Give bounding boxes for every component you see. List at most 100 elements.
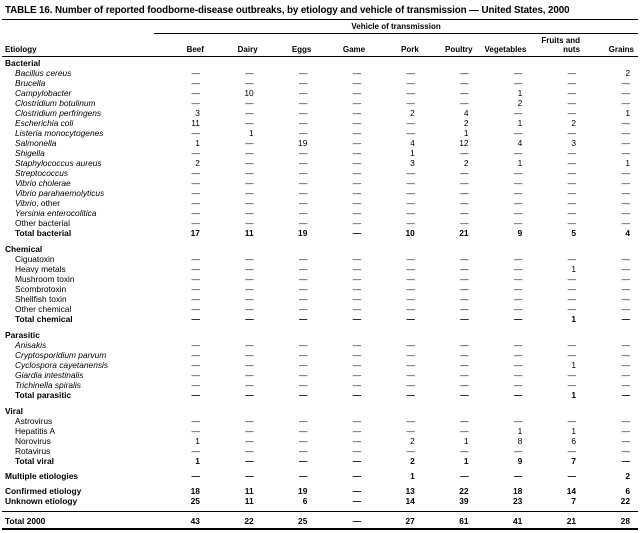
value-cell: 1 bbox=[571, 390, 577, 401]
value-cell: — bbox=[513, 148, 523, 159]
value-cell: — bbox=[621, 88, 630, 99]
value-cell: 18 bbox=[512, 486, 523, 497]
table-row: Norovirus 1 — — — 2 1 8 6 — bbox=[2, 436, 638, 446]
etiology-cell: Listeria monocytogenes bbox=[2, 128, 154, 138]
value-cell: — bbox=[621, 128, 630, 139]
etiology-label: Confirmed etiology bbox=[5, 486, 82, 497]
value-cell: — bbox=[352, 496, 362, 507]
value-cell: — bbox=[406, 128, 415, 139]
value-cell: — bbox=[191, 168, 200, 179]
value-cell: — bbox=[352, 314, 362, 325]
value-cell: — bbox=[191, 304, 200, 315]
value-cell: 25 bbox=[190, 496, 200, 507]
section-header-row: Viral bbox=[2, 405, 638, 416]
etiology-cell: Astrovirus bbox=[2, 416, 154, 426]
value-cell: — bbox=[299, 118, 308, 129]
value-cell: — bbox=[513, 340, 523, 351]
value-cell: — bbox=[567, 68, 577, 79]
etiology-label: Multiple etiologies bbox=[5, 471, 79, 482]
value-cell: — bbox=[460, 178, 469, 189]
value-cell: 10 bbox=[244, 88, 254, 99]
value-cell: — bbox=[245, 68, 254, 79]
value-cell: — bbox=[299, 264, 308, 275]
value-cell: — bbox=[406, 168, 415, 179]
value-cell: — bbox=[513, 274, 523, 285]
value-cell: — bbox=[245, 436, 254, 447]
value-cell: — bbox=[460, 264, 469, 275]
value-cell: — bbox=[513, 304, 523, 315]
value-cell: 1 bbox=[463, 128, 469, 139]
column-header: Game bbox=[315, 34, 370, 58]
table-row: Shigella — — — — 1 — — — — bbox=[2, 148, 638, 158]
value-cell: — bbox=[406, 118, 415, 129]
value-cell: 43 bbox=[154, 511, 208, 531]
column-header: Poultry bbox=[422, 34, 477, 58]
value-cell: — bbox=[460, 148, 469, 159]
value-cell: — bbox=[406, 340, 415, 351]
etiology-cell: Rotavirus bbox=[2, 446, 154, 456]
etiology-cell: Vibrio cholerae bbox=[2, 178, 154, 188]
vehicle-of-transmission-header: Vehicle of transmission bbox=[154, 20, 638, 34]
value-cell: 3 bbox=[195, 108, 200, 119]
value-cell: 21 bbox=[459, 228, 469, 239]
value-cell: — bbox=[191, 88, 200, 99]
value-cell: 5 bbox=[571, 228, 577, 239]
etiology-label: Mushroom toxin bbox=[15, 274, 75, 285]
value-cell: — bbox=[567, 218, 577, 229]
value-cell: — bbox=[513, 360, 523, 371]
value-cell: — bbox=[352, 218, 362, 229]
etiology-label: Unknown etiology bbox=[5, 496, 78, 507]
value-cell: — bbox=[245, 390, 254, 401]
value-cell: 1 bbox=[517, 426, 523, 437]
value-cell: — bbox=[352, 148, 362, 159]
value-cell: 1 bbox=[410, 471, 415, 482]
value-cell: — bbox=[245, 148, 254, 159]
table-row: Escherichia coli 11 — — — — 2 1 2 — bbox=[2, 118, 638, 128]
value-cell: — bbox=[621, 340, 630, 351]
value-cell: — bbox=[299, 304, 308, 315]
value-cell: — bbox=[567, 350, 577, 361]
value-cell: — bbox=[621, 118, 630, 129]
value-cell: — bbox=[621, 380, 630, 391]
table-row: Anisakis — — — — — — — — — bbox=[2, 340, 638, 350]
value-cell: — bbox=[406, 416, 415, 427]
etiology-label: Campylobacter bbox=[15, 88, 72, 99]
table-row: Yersinia enterocolitica — — — — — — — — — bbox=[2, 208, 638, 218]
etiology-cell: Ciguatoxin bbox=[2, 254, 154, 264]
value-cell: 27 bbox=[369, 511, 423, 531]
value-cell: 1 bbox=[625, 158, 630, 169]
etiology-label: Trichinella spiralis bbox=[15, 380, 81, 391]
section-header-row: Chemical bbox=[2, 243, 638, 254]
value-cell: — bbox=[299, 218, 308, 229]
value-cell: — bbox=[621, 98, 630, 109]
value-cell: — bbox=[621, 294, 630, 305]
value-cell: — bbox=[460, 218, 469, 229]
etiology-cell: Campylobacter bbox=[2, 88, 154, 98]
section-header: Parasitic bbox=[5, 330, 40, 341]
etiology-label: Shigella bbox=[15, 148, 45, 159]
value-cell: — bbox=[513, 218, 523, 229]
etiology-label: Giardia intestinalis bbox=[15, 370, 84, 381]
table-row: Cryptosporidium parvum — — — — — — — — — bbox=[2, 350, 638, 360]
table-row: Multiple etiologies — — — — 1 — — — 2 bbox=[2, 471, 638, 481]
etiology-cell: Other chemical bbox=[2, 304, 154, 314]
value-cell: 6 bbox=[625, 486, 630, 497]
column-header: Dairy bbox=[207, 34, 262, 58]
table-row: Trichinella spiralis — — — — — — — — — bbox=[2, 380, 638, 390]
value-cell: — bbox=[245, 198, 254, 209]
value-cell: 4 bbox=[410, 138, 415, 149]
value-cell: — bbox=[245, 264, 254, 275]
value-cell: — bbox=[406, 304, 415, 315]
table-row: Clostridium perfringens 3 — — — 2 4 — — 1 bbox=[2, 108, 638, 118]
value-cell: — bbox=[299, 436, 308, 447]
value-cell: — bbox=[406, 98, 415, 109]
value-cell: — bbox=[460, 350, 469, 361]
value-cell: — bbox=[513, 314, 523, 325]
value-cell: — bbox=[299, 108, 308, 119]
value-cell: — bbox=[191, 446, 200, 457]
value-cell: — bbox=[513, 68, 523, 79]
value-cell: 2 bbox=[625, 471, 630, 482]
value-cell: 23 bbox=[512, 496, 523, 507]
value-cell: — bbox=[352, 350, 362, 361]
etiology-label: Cyclospora cayetanensis bbox=[15, 360, 109, 371]
